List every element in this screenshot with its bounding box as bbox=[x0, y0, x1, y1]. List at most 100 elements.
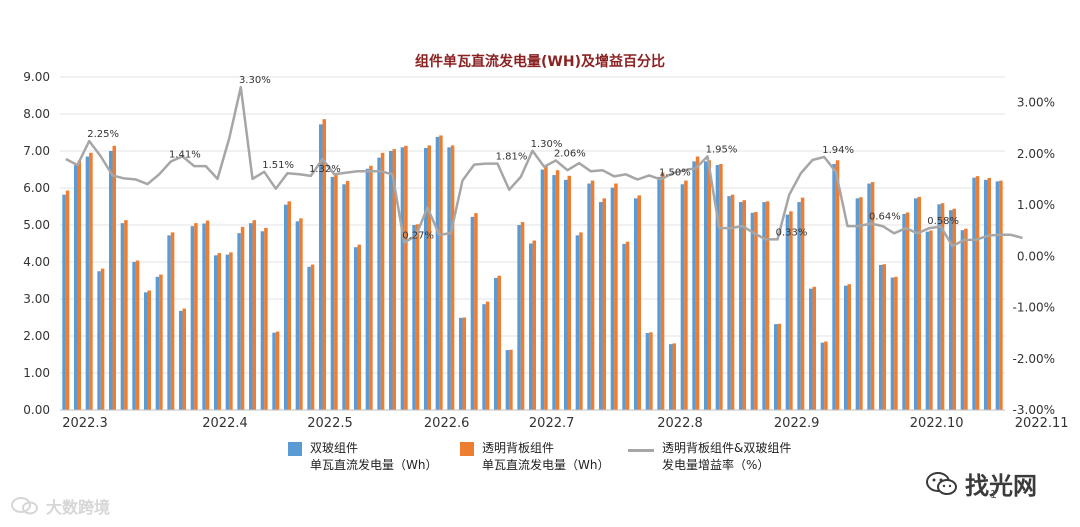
legend-item-double-glass: 双玻组件 单瓦直流发电量（Wh） bbox=[288, 440, 437, 474]
bar-double-glass bbox=[307, 266, 311, 410]
bar-double-glass bbox=[365, 168, 370, 410]
bar-double-glass bbox=[272, 332, 276, 410]
bar-double-glass bbox=[424, 148, 428, 411]
bar-double-glass bbox=[155, 276, 160, 410]
bar-double-glass bbox=[435, 136, 440, 410]
legend-item-transparent-backsheet: 透明背板组件 单瓦直流发电量（Wh） bbox=[460, 440, 609, 474]
wechat-icon bbox=[926, 471, 957, 495]
bar-double-glass bbox=[377, 157, 381, 410]
legend-label-line1: 透明背板组件&双玻组件 bbox=[662, 441, 792, 455]
bar-double-glass bbox=[529, 243, 533, 410]
bar-double-glass bbox=[867, 183, 871, 410]
bar-double-glass bbox=[202, 223, 206, 410]
bar-double-glass bbox=[949, 210, 953, 410]
bar-transparent-backsheet bbox=[894, 276, 898, 410]
y-right-tick-label: -3.00% bbox=[1013, 403, 1055, 417]
bar-transparent-backsheet bbox=[182, 308, 186, 410]
gain-data-label: 0.64% bbox=[869, 212, 901, 223]
bar-transparent-backsheet bbox=[952, 208, 956, 410]
bars bbox=[62, 119, 1003, 411]
gain-data-label: 1.94% bbox=[822, 145, 854, 156]
bar-double-glass bbox=[260, 231, 265, 410]
bar-transparent-backsheet bbox=[660, 172, 665, 410]
bar-double-glass bbox=[74, 165, 78, 410]
bar-transparent-backsheet bbox=[835, 160, 840, 410]
y-left-tick-label: 3.00 bbox=[23, 292, 50, 306]
bar-transparent-backsheet bbox=[905, 212, 910, 410]
page-number: 1 bbox=[990, 488, 997, 501]
bar-transparent-backsheet bbox=[159, 274, 163, 410]
bar-transparent-backsheet bbox=[380, 152, 385, 410]
bar-double-glass bbox=[844, 285, 848, 410]
chart: 组件单瓦直流发电量(WH)及增益百分比 2.25% 1.41% 3.30% 1.51%… bbox=[23, 53, 1068, 431]
bar-double-glass bbox=[657, 176, 661, 410]
bar-transparent-backsheet bbox=[77, 160, 81, 410]
y-right-tick-label: 0.00% bbox=[1017, 249, 1055, 263]
watermark-right-text: 找光网 bbox=[965, 472, 1037, 500]
bar-transparent-backsheet bbox=[392, 149, 396, 410]
bar-transparent-backsheet bbox=[649, 332, 653, 410]
y-right-tick-label: 2.00% bbox=[1017, 147, 1055, 161]
bar-transparent-backsheet bbox=[789, 211, 793, 410]
bar-double-glass bbox=[902, 213, 906, 410]
y-right-tick-label: 3.00% bbox=[1017, 96, 1055, 110]
gain-rate-line bbox=[65, 85, 1023, 248]
bar-transparent-backsheet bbox=[754, 212, 758, 410]
bar-transparent-backsheet bbox=[765, 201, 770, 410]
axes: 0.00 1.00 2.00 3.00 4.00 5.00 6.00 7.00 8.00 9.00… bbox=[23, 70, 1068, 431]
legend-swatch bbox=[288, 442, 302, 456]
y-right-tick-label: -1.00% bbox=[1013, 301, 1055, 315]
bar-transparent-backsheet bbox=[334, 175, 338, 410]
bar-transparent-backsheet bbox=[672, 343, 676, 410]
bar-double-glass bbox=[237, 233, 241, 410]
bar-transparent-backsheet bbox=[287, 201, 291, 410]
bar-double-glass bbox=[750, 212, 755, 410]
bar-transparent-backsheet bbox=[695, 156, 700, 410]
bar-double-glass bbox=[855, 198, 860, 410]
bar-double-glass bbox=[552, 175, 556, 410]
bar-double-glass bbox=[97, 271, 101, 410]
bar-double-glass bbox=[995, 181, 1000, 410]
gain-data-label: 0.27% bbox=[402, 230, 434, 241]
bar-double-glass bbox=[727, 196, 731, 410]
gain-line-layer bbox=[65, 85, 1023, 248]
bar-double-glass bbox=[132, 262, 136, 410]
bar-transparent-backsheet bbox=[299, 218, 303, 410]
y-left-tick-label: 7.00 bbox=[23, 144, 50, 158]
bar-transparent-backsheet bbox=[65, 190, 70, 410]
bar-double-glass bbox=[762, 202, 766, 410]
bar-transparent-backsheet bbox=[614, 183, 618, 410]
y-left-tick-label: 4.00 bbox=[23, 255, 50, 269]
bar-transparent-backsheet bbox=[322, 119, 326, 411]
bar-double-glass bbox=[739, 202, 743, 410]
bar-double-glass bbox=[144, 292, 148, 410]
gain-data-label: 1.51% bbox=[262, 160, 294, 171]
bar-transparent-backsheet bbox=[777, 323, 781, 410]
bar-transparent-backsheet bbox=[205, 220, 210, 410]
bar-transparent-backsheet bbox=[964, 228, 968, 410]
watermark-right: 找光网 bbox=[925, 466, 1037, 501]
bar-double-glass bbox=[470, 216, 475, 410]
bar-double-glass bbox=[505, 350, 510, 410]
bar-transparent-backsheet bbox=[929, 230, 933, 410]
x-tick-label: 2022.3 bbox=[62, 416, 108, 431]
y-left-tick-label: 5.00 bbox=[23, 218, 50, 232]
bar-double-glass bbox=[809, 288, 813, 410]
bar-double-glass bbox=[820, 342, 825, 410]
watermark-left: 大数跨境 bbox=[10, 494, 110, 518]
y-left-tick-label: 2.00 bbox=[23, 329, 50, 343]
bar-double-glass bbox=[517, 225, 521, 410]
bar-transparent-backsheet bbox=[275, 331, 280, 410]
bar-transparent-backsheet bbox=[625, 241, 630, 410]
bar-double-glass bbox=[610, 187, 615, 410]
bar-transparent-backsheet bbox=[590, 180, 595, 410]
bar-transparent-backsheet bbox=[100, 268, 105, 410]
bar-double-glass bbox=[692, 161, 696, 410]
y-left-tick-label: 0.00 bbox=[23, 403, 50, 417]
bar-double-glass bbox=[960, 230, 965, 410]
data-labels: 2.25% 1.41% 3.30% 1.51% 1.32% 0.27% 1.81%1.30%… bbox=[87, 75, 959, 241]
bar-double-glass bbox=[645, 333, 650, 410]
bar-transparent-backsheet bbox=[824, 341, 828, 410]
bar-transparent-backsheet bbox=[124, 220, 128, 410]
bar-double-glass bbox=[774, 324, 778, 410]
